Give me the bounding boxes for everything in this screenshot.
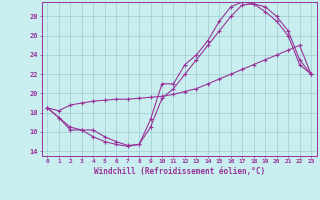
X-axis label: Windchill (Refroidissement éolien,°C): Windchill (Refroidissement éolien,°C)	[94, 167, 265, 176]
